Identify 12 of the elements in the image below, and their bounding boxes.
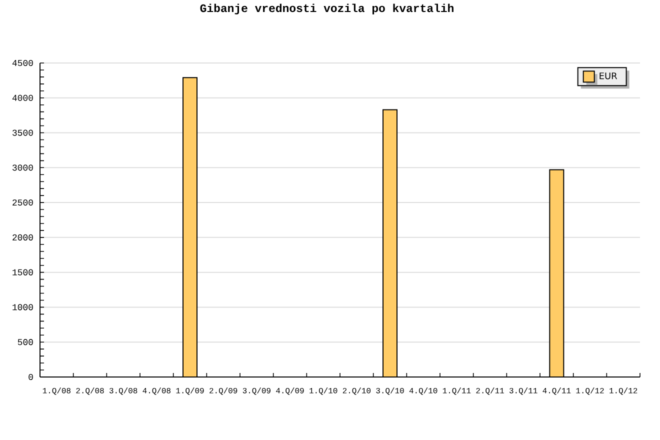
y-tick-label: 2000 [12,234,33,240]
y-tick-label: 4500 [12,60,33,66]
legend-label: EUR [600,72,618,80]
y-tick-label: 500 [18,339,33,346]
y-tick-label: 4000 [12,94,33,101]
y-tick-label: 1000 [12,304,33,310]
chart-title: Gibanje vrednosti vozila po kvartalih [200,4,454,14]
y-tick-label: 3500 [12,130,33,136]
y-tick-label: 0 [28,374,33,380]
y-tick-label: 1500 [12,269,33,276]
y-tick-label: 3000 [12,164,33,171]
y-tick-label: 2500 [12,199,33,206]
